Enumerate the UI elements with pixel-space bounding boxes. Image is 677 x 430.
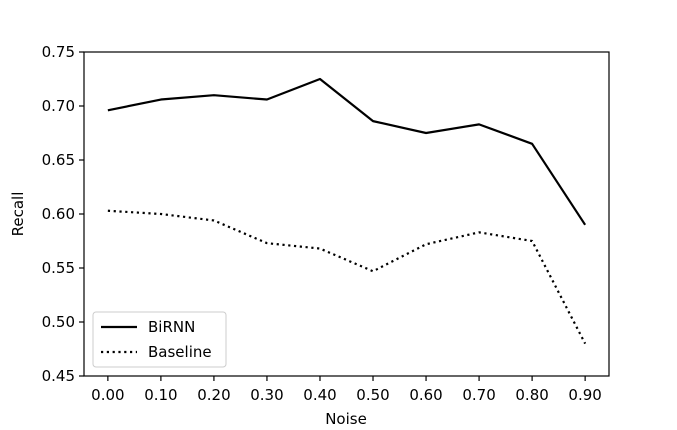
series-line-birnn [107,77,587,226]
x-tick-label: 0.80 [515,386,548,404]
x-tick-label: 0.10 [144,386,177,404]
y-tick-label: 0.50 [42,313,75,331]
x-axis-ticks: 0.00 0.10 0.20 0.30 0.40 0.50 0.60 0.70 0.80 0.90 [91,376,602,404]
y-axis-ticks: 0.45 0.50 0.55 0.60 0.65 0.70 0.75 [42,43,84,385]
legend-label-baseline: Baseline [148,343,212,361]
legend-box [92,311,227,368]
x-tick-label: 0.00 [91,386,124,404]
x-axis-label: Noise [325,410,367,428]
y-tick-label: 0.55 [42,259,75,277]
x-tick-label: 0.40 [303,386,336,404]
y-tick-label: 0.65 [42,151,75,169]
y-tick-label: 0.70 [42,97,75,115]
x-tick-label: 0.70 [462,386,495,404]
legend: BiRNN Baseline [92,311,227,368]
y-tick-label: 0.75 [42,43,75,61]
legend-label-birnn: BiRNN [148,318,195,336]
x-tick-label: 0.90 [568,386,601,404]
x-tick-label: 0.60 [409,386,442,404]
plot-lines [107,77,587,345]
x-tick-label: 0.50 [356,386,389,404]
y-tick-label: 0.45 [42,367,75,385]
x-tick-label: 0.30 [250,386,283,404]
y-tick-label: 0.60 [42,205,75,223]
y-axis-label: Recall [9,192,27,237]
x-tick-label: 0.20 [197,386,230,404]
